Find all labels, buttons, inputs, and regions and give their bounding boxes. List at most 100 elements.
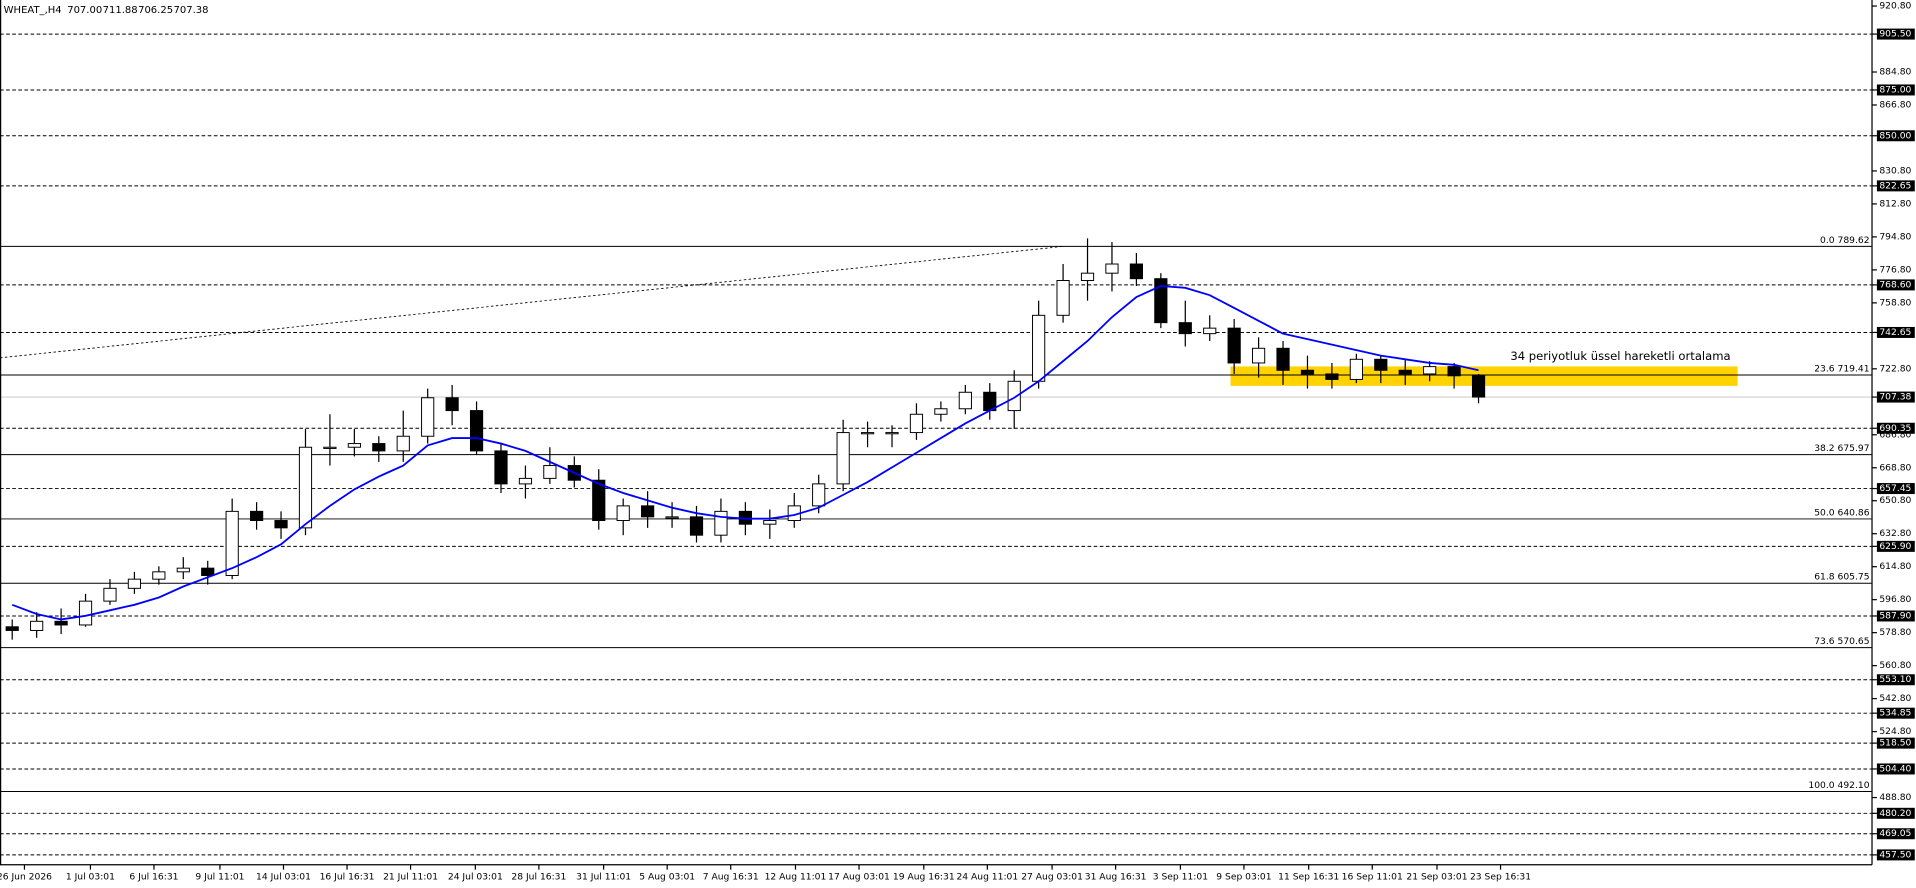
candle-body (641, 505, 655, 518)
candle-body (1276, 347, 1290, 371)
level-label: 657.45 (1879, 483, 1911, 494)
quote-open: 707.00 (67, 5, 102, 16)
candle-body (1129, 263, 1144, 280)
y-tick-label: 830.80 (1879, 165, 1911, 176)
y-tick-label: 578.80 (1879, 627, 1911, 638)
x-tick-label: 9 Jul 11:01 (195, 872, 244, 883)
y-tick-label: 650.80 (1879, 495, 1911, 506)
candle-body (78, 600, 93, 626)
x-tick-label: 1 Jul 03:01 (66, 872, 115, 883)
candle-body (176, 567, 190, 573)
level-label: 480.20 (1879, 808, 1911, 819)
y-tick-label: 758.80 (1879, 297, 1911, 308)
level-box (1876, 279, 1915, 291)
y-tick-label: 866.80 (1879, 99, 1911, 110)
candle-body (1398, 369, 1412, 375)
level-label: 534.85 (1879, 708, 1911, 719)
y-tick-label: 614.80 (1879, 561, 1911, 572)
level-label: 690.35 (1879, 423, 1911, 434)
level-box (1876, 326, 1915, 338)
candle-body (127, 578, 142, 589)
y-tick-label: 920.80 (1879, 1, 1911, 12)
level-box (1876, 849, 1915, 861)
level-box (1876, 763, 1915, 775)
level-box (1876, 828, 1915, 840)
candle-body (347, 443, 361, 448)
candle-body (201, 567, 215, 576)
candle-body (421, 397, 435, 437)
candle-body (934, 408, 948, 415)
candle-body (1227, 327, 1241, 364)
x-tick-label: 24 Aug 11:01 (956, 872, 1018, 883)
candle-body (1080, 272, 1095, 281)
y-tick-label: 632.80 (1879, 528, 1911, 539)
fib-label: 50.0 640.86 (1814, 507, 1870, 518)
level-box (1876, 674, 1915, 686)
fib-label: 23.6 719.41 (1814, 363, 1869, 374)
level-label: 905.50 (1879, 29, 1911, 40)
y-tick-label: 560.80 (1879, 660, 1911, 671)
annotation: 34 periyotluk üssel hareketli ortalama (1510, 349, 1730, 363)
level-label: 822.65 (1879, 180, 1911, 191)
candle-body (518, 477, 533, 485)
candle-body (958, 391, 972, 410)
candle-body (323, 446, 337, 449)
quote-low: 706.25 (138, 5, 173, 16)
x-tick-label: 5 Aug 03:01 (639, 872, 695, 883)
candle-body (103, 587, 117, 602)
fib-label: 0.0 789.62 (1820, 235, 1870, 246)
candle-body (250, 510, 264, 522)
x-tick-label: 11 Sep 16:31 (1278, 872, 1339, 883)
level-label: 518.50 (1879, 738, 1911, 749)
candle-body (1007, 380, 1021, 412)
candle-body (1300, 369, 1315, 375)
x-tick-label: 31 Aug 16:31 (1085, 872, 1147, 883)
level-box (1876, 610, 1915, 622)
candle-body (372, 443, 386, 452)
quote-close: 707.38 (174, 5, 209, 16)
candle-body (1423, 366, 1437, 375)
x-tick-label: 21 Jul 11:01 (383, 872, 438, 883)
fib-label: 61.8 605.75 (1814, 572, 1870, 583)
level-label: 504.40 (1879, 763, 1911, 774)
candle-body (274, 520, 288, 529)
level-box (1876, 540, 1915, 552)
candle-body (1178, 322, 1192, 335)
quote-high: 711.88 (103, 5, 138, 16)
x-tick-label: 27 Aug 03:01 (1021, 872, 1083, 883)
candle-body (1251, 347, 1266, 364)
candle-body (1325, 373, 1339, 380)
x-tick-label: 23 Sep 16:31 (1470, 872, 1531, 883)
candle-body (1032, 314, 1046, 382)
candle-body (665, 516, 679, 519)
candle-body (860, 432, 875, 435)
x-tick-label: 24 Jul 03:01 (448, 872, 503, 883)
level-label: 742.65 (1879, 327, 1911, 338)
candle-body (494, 450, 508, 485)
candle-body (1056, 280, 1070, 316)
x-tick-label: 31 Jul 11:01 (576, 872, 631, 883)
level-label: 768.60 (1879, 279, 1911, 290)
level-label: 625.90 (1879, 541, 1911, 552)
candle-body (396, 435, 410, 452)
candle-body (885, 432, 899, 435)
candle-body (909, 413, 924, 434)
candle-body (689, 516, 704, 536)
level-label: 553.10 (1879, 674, 1911, 685)
candle-body (30, 620, 44, 631)
y-tick-label: 668.80 (1879, 462, 1911, 473)
candle-body (714, 510, 728, 536)
x-tick-label: 12 Aug 11:01 (765, 872, 827, 883)
fib-label: 73.6 570.65 (1814, 636, 1870, 647)
candle-body (152, 571, 166, 580)
fib-label: 100.0 492.10 (1808, 780, 1869, 791)
y-tick-label: 812.80 (1879, 198, 1911, 209)
candle-body (543, 465, 557, 479)
y-tick-label: 722.80 (1879, 363, 1911, 374)
y-tick-label: 776.80 (1879, 264, 1911, 275)
current-price-box (1876, 391, 1915, 403)
y-tick-label: 686.80 (1879, 429, 1911, 440)
level-box (1876, 422, 1915, 434)
x-tick-label: 21 Sep 03:01 (1406, 872, 1467, 883)
